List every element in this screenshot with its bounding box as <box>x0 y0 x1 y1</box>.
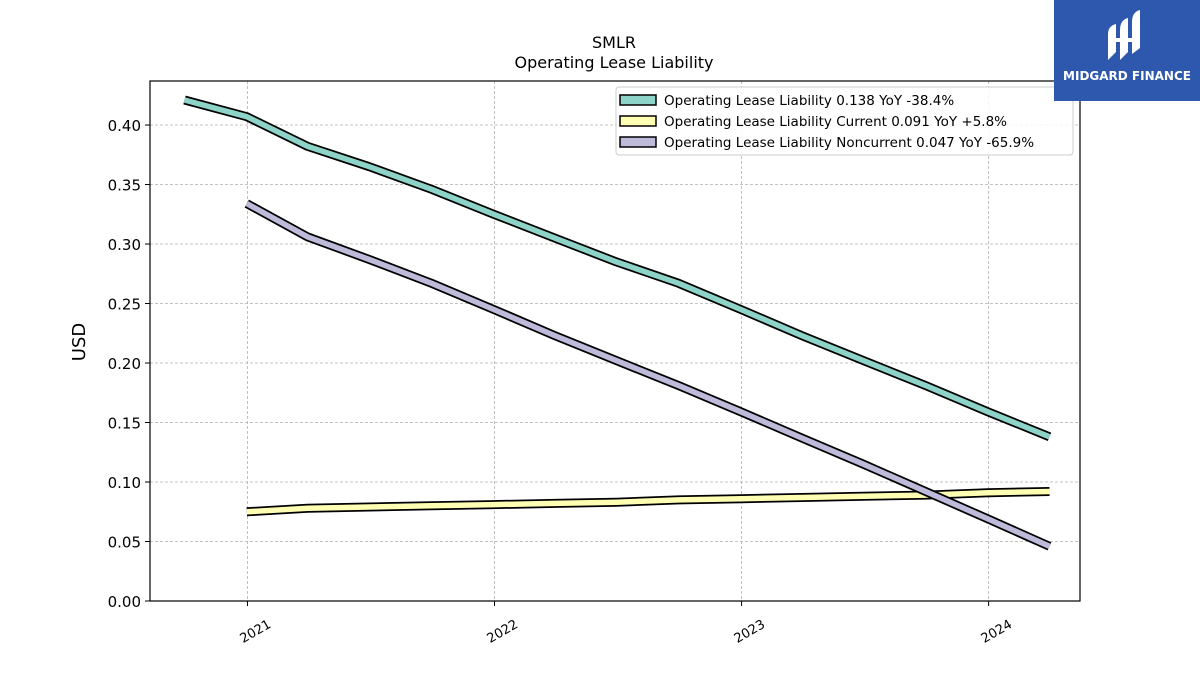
brand-logo-icon <box>1108 10 1140 60</box>
legend-item: Operating Lease Liability Noncurrent 0.0… <box>619 135 1034 151</box>
y-tick-label: 0.10 <box>108 474 141 492</box>
y-axis-label: USD <box>69 323 90 361</box>
legend-item: Operating Lease Liability Current 0.091 … <box>619 114 1007 130</box>
series-lines <box>183 95 1052 551</box>
legend-swatch <box>619 136 657 148</box>
y-tick-label: 0.40 <box>108 117 141 135</box>
series-line <box>246 488 1050 515</box>
x-tick-label: 2024 <box>979 617 1015 647</box>
series-3 <box>244 199 1052 551</box>
y-tick-label: 0.00 <box>108 593 141 611</box>
x-tick-label: 2022 <box>485 617 521 647</box>
y-axis-ticks: 0.00 0.05 0.10 0.15 0.20 0.25 0.30 0.35 0.40 <box>108 117 150 611</box>
legend-label: Operating Lease Liability Noncurrent 0.0… <box>664 135 1034 151</box>
chart-subtitle: Operating Lease Liability <box>514 53 713 72</box>
grid-lines <box>150 81 1080 602</box>
x-tick-label: 2023 <box>732 617 768 647</box>
legend-item: Operating Lease Liability 0.138 YoY -38.… <box>619 93 954 109</box>
legend-swatch <box>619 94 657 106</box>
series-2 <box>246 487 1050 517</box>
legend-swatch <box>619 115 657 127</box>
brand-name: MIDGARD FINANCE <box>1063 69 1191 83</box>
y-tick-label: 0.35 <box>108 177 141 195</box>
y-tick-label: 0.25 <box>108 296 141 314</box>
legend-label: Operating Lease Liability 0.138 YoY -38.… <box>664 93 954 109</box>
y-tick-label: 0.05 <box>108 534 141 552</box>
legend-items: Operating Lease Liability 0.138 YoY -38.… <box>619 93 1034 151</box>
y-tick-label: 0.30 <box>108 236 141 254</box>
brand-logo: MIDGARD FINANCE <box>1054 0 1200 101</box>
x-axis-ticks: 2021 2022 2023 2024 <box>238 601 1015 647</box>
series-1 <box>183 95 1052 441</box>
plot-frame <box>149 80 1081 602</box>
legend: Operating Lease Liability 0.138 YoY -38.… <box>615 86 1074 156</box>
series-line <box>245 201 1051 549</box>
y-tick-label: 0.15 <box>108 415 141 433</box>
x-tick-label: 2021 <box>238 617 274 647</box>
series-line <box>183 97 1051 440</box>
y-tick-label: 0.20 <box>108 355 141 373</box>
chart-title: SMLR <box>592 33 636 52</box>
legend-box <box>615 86 1074 156</box>
legend-label: Operating Lease Liability Current 0.091 … <box>664 114 1007 130</box>
